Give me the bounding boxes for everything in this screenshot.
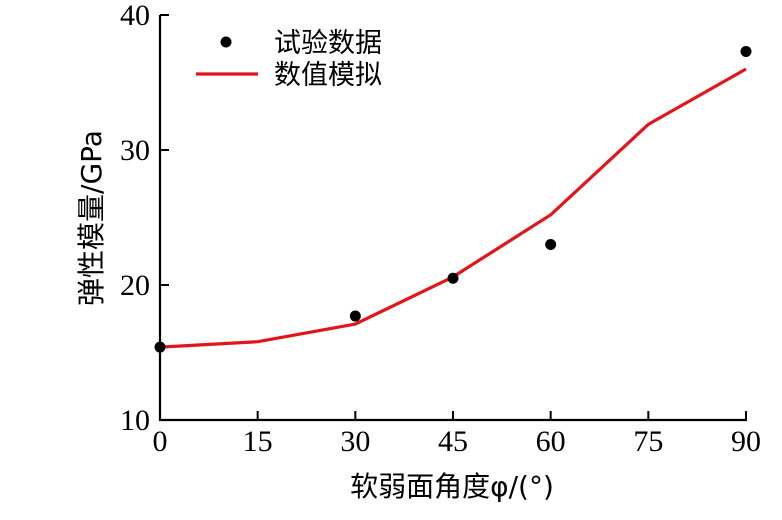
y-tick-label: 30 [120, 134, 150, 167]
test-data-point [154, 341, 166, 353]
test-data-series [154, 45, 752, 353]
legend: 试验数据 数值模拟 [196, 28, 382, 91]
legend-label-test-data: 试验数据 [274, 28, 382, 59]
y-tick-label: 40 [120, 0, 150, 32]
test-data-point [545, 239, 557, 250]
ticks [159, 14, 747, 421]
test-data-point [740, 45, 752, 57]
x-tick-label: 60 [536, 425, 566, 458]
x-tick-label: 30 [340, 425, 370, 458]
legend-label-simulation: 数值模拟 [274, 60, 382, 91]
y-axis-title: 弹性模量/GPa [75, 130, 108, 306]
legend-marker-test-data [220, 36, 232, 48]
x-tick-label: 75 [633, 425, 663, 458]
test-data-point [349, 310, 361, 322]
test-data-point [447, 272, 459, 284]
simulation-line [159, 67, 747, 349]
tick-labels: 0 15 30 45 60 75 90 10 20 30 40 [120, 0, 761, 458]
x-tick-label: 0 [153, 425, 168, 458]
x-tick-label: 15 [243, 425, 273, 458]
y-tick-label: 20 [120, 269, 150, 302]
x-tick-label: 45 [438, 425, 468, 458]
simulation-series [159, 67, 747, 349]
x-axis-title: 软弱面角度φ/(°) [350, 470, 554, 503]
x-tick-label: 90 [731, 425, 761, 458]
y-tick-label: 10 [120, 404, 150, 437]
